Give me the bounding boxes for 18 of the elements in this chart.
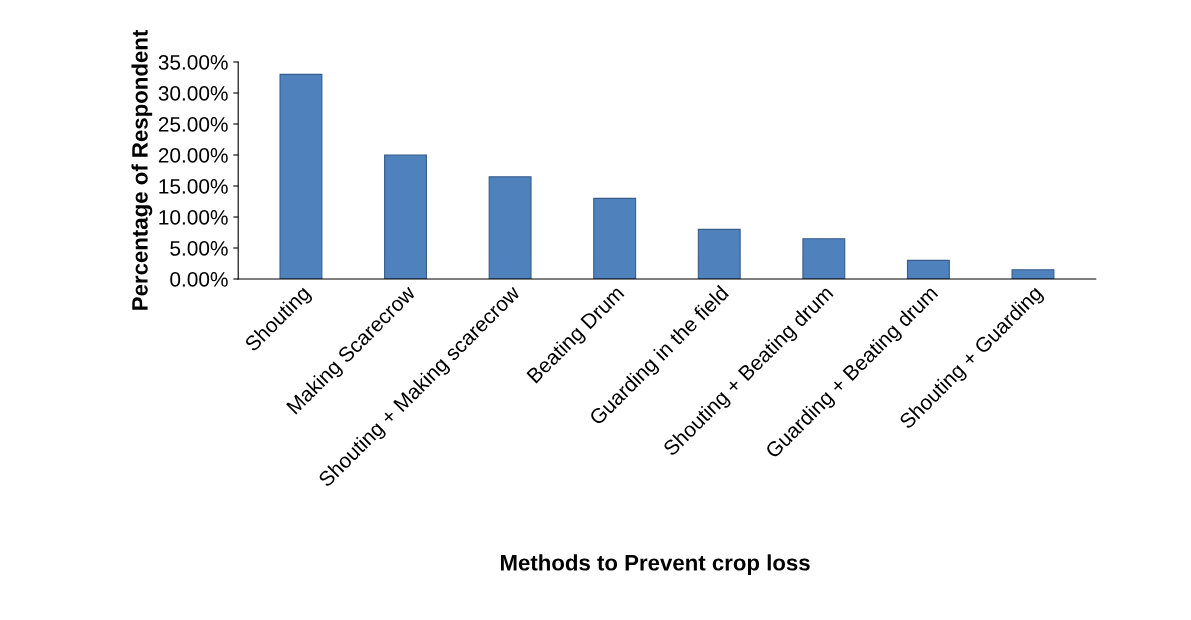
y-tick-label: 10.00% xyxy=(159,210,228,225)
y-tick-label: 20.00% xyxy=(158,148,228,163)
bar xyxy=(384,154,427,279)
bar xyxy=(488,176,532,279)
bar xyxy=(593,197,637,279)
bar xyxy=(906,259,950,279)
y-tick-label: 15.00% xyxy=(159,179,228,194)
bar xyxy=(1011,269,1055,279)
y-tick-label: 35.00% xyxy=(158,55,228,70)
y-tick-label: 25.00% xyxy=(158,117,228,132)
y-axis-title: Percentage of Respondent xyxy=(131,29,153,310)
bar xyxy=(802,238,846,279)
y-tick-label: 5.00% xyxy=(170,241,228,256)
y-tick-label: 30.00% xyxy=(158,86,228,101)
y-tick-label: 0.00% xyxy=(170,272,228,287)
x-axis-title: Methods to Prevent crop loss xyxy=(500,554,810,576)
bar xyxy=(279,73,323,279)
bar xyxy=(697,228,741,279)
